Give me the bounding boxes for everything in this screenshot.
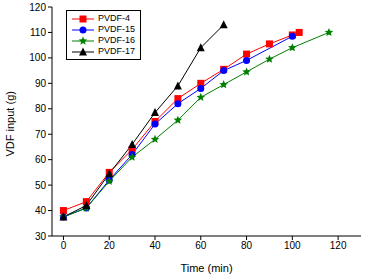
- svg-text:40: 40: [35, 205, 47, 216]
- svg-text:110: 110: [30, 27, 46, 38]
- html-text:PVDF-4: PVDF-4: [98, 13, 130, 23]
- svg-text:Time (min): Time (min): [180, 262, 232, 274]
- svg-text:70: 70: [35, 129, 47, 140]
- svg-text:120: 120: [330, 240, 347, 251]
- svg-text:60: 60: [35, 154, 47, 165]
- svg-text:0: 0: [61, 240, 67, 251]
- svg-text:40: 40: [149, 240, 161, 251]
- svg-text:120: 120: [29, 2, 46, 13]
- svg-text:VDF input (g): VDF input (g): [8, 91, 16, 156]
- html-text:PVDF-16: PVDF-16: [98, 35, 135, 45]
- svg-text:30: 30: [35, 231, 47, 242]
- html-text:PVDF-17: PVDF-17: [98, 46, 135, 56]
- svg-text:100: 100: [284, 240, 301, 251]
- html-text:PVDF-15: PVDF-15: [98, 24, 135, 34]
- svg-text:20: 20: [104, 240, 116, 251]
- svg-text:80: 80: [35, 103, 47, 114]
- svg-text:80: 80: [241, 240, 253, 251]
- svg-text:60: 60: [195, 240, 207, 251]
- svg-text:90: 90: [35, 78, 47, 89]
- svg-text:100: 100: [29, 52, 46, 63]
- svg-text:50: 50: [35, 180, 47, 191]
